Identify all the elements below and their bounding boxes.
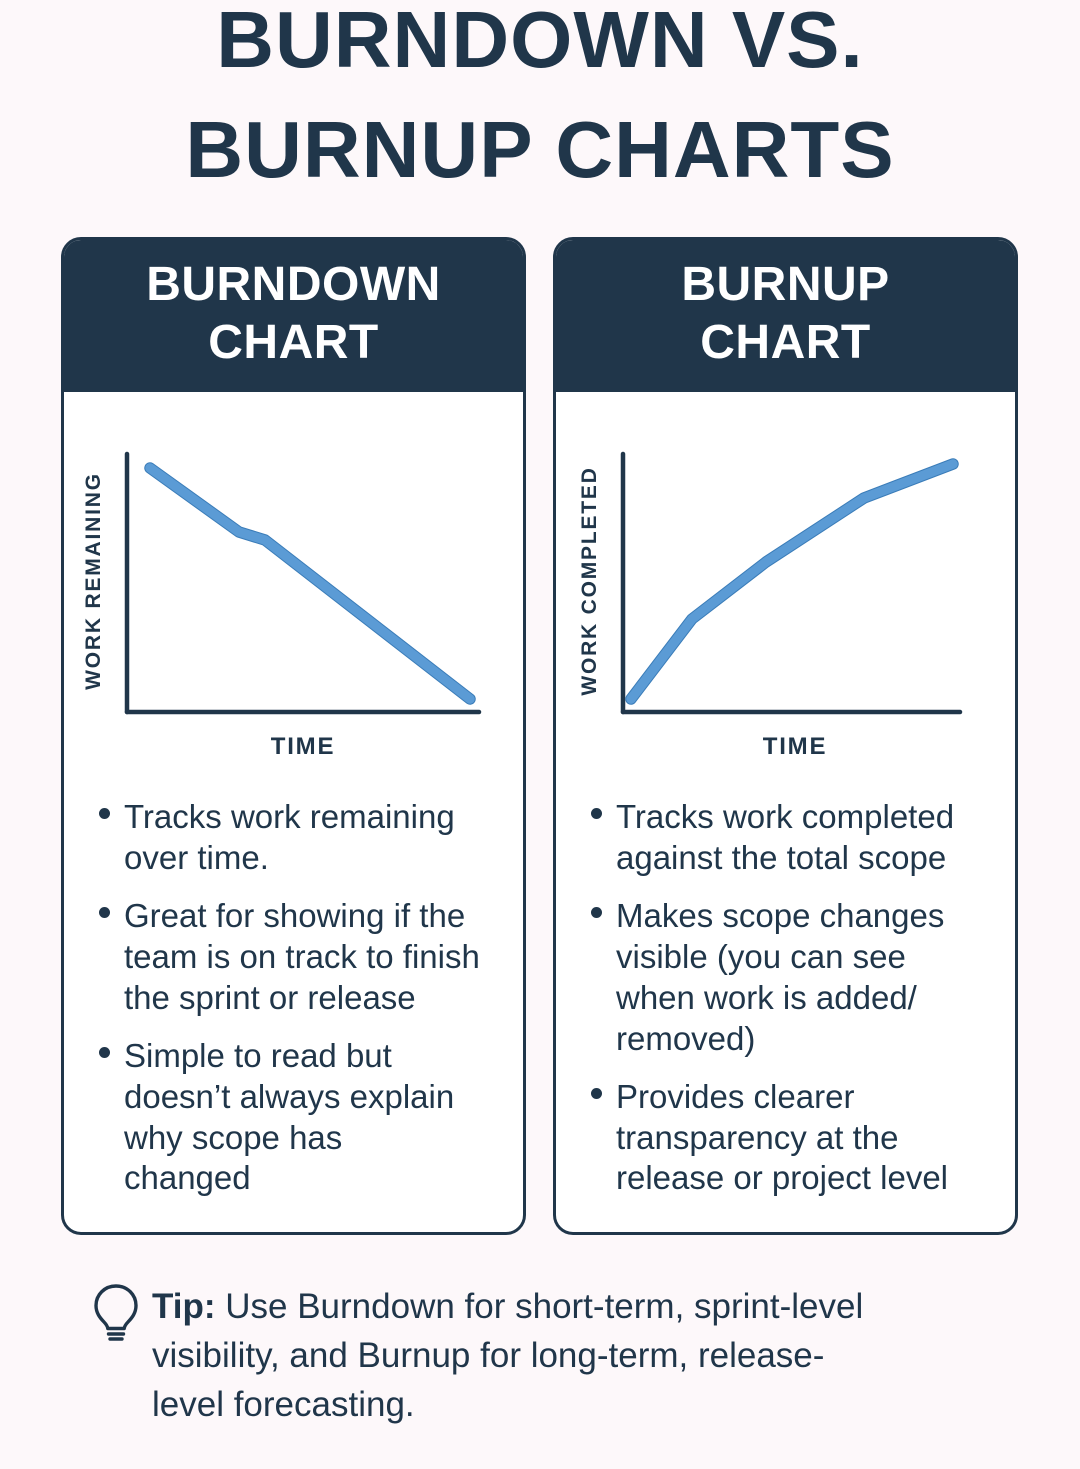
svg-text:TIME: TIME — [763, 733, 828, 760]
svg-text:WORK REMAINING: WORK REMAINING — [82, 472, 105, 690]
svg-text:TIME: TIME — [271, 733, 336, 760]
svg-text:WORK COMPLETED: WORK COMPLETED — [578, 467, 601, 696]
